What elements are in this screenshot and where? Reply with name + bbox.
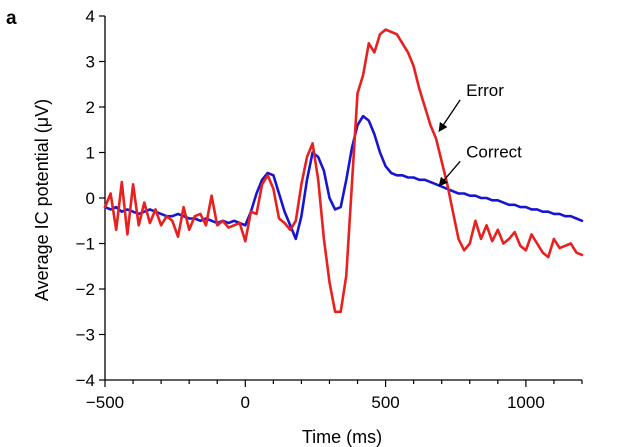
x-tick-label: 1000 xyxy=(507,393,545,412)
annotations: Error Correct xyxy=(438,81,522,187)
correct-annotation-arrow xyxy=(438,160,461,187)
x-tick-label: 0 xyxy=(241,393,250,412)
y-tick-label: −3 xyxy=(76,326,95,345)
x-tick-label: −500 xyxy=(86,393,124,412)
series-layer xyxy=(103,28,584,314)
y-tick-label: −2 xyxy=(76,280,95,299)
x-axis-title: Time (ms) xyxy=(302,427,382,447)
panel-label: a xyxy=(6,8,17,29)
y-tick-label: −4 xyxy=(76,371,95,390)
y-axis-title: Average IC potential (μV) xyxy=(32,99,52,301)
y-tick-label: 4 xyxy=(86,7,95,26)
y-axis-ticks: 4 3 2 1 0 −1 −2 −3 −4 xyxy=(76,7,105,390)
correct-annotation-label: Correct xyxy=(466,142,522,161)
y-tick-label: −1 xyxy=(76,235,95,254)
y-tick-label: 2 xyxy=(86,98,95,117)
y-tick-label: 0 xyxy=(86,189,95,208)
error-annotation-arrow xyxy=(438,99,461,133)
y-tick-label: 1 xyxy=(86,144,95,163)
x-axis-ticks: −500 0 500 1000 xyxy=(86,380,583,412)
error-annotation-label: Error xyxy=(466,81,504,100)
correct-series-line xyxy=(103,114,584,241)
y-tick-label: 3 xyxy=(86,53,95,72)
x-tick-label: 500 xyxy=(371,393,399,412)
error-series-line xyxy=(103,28,584,314)
